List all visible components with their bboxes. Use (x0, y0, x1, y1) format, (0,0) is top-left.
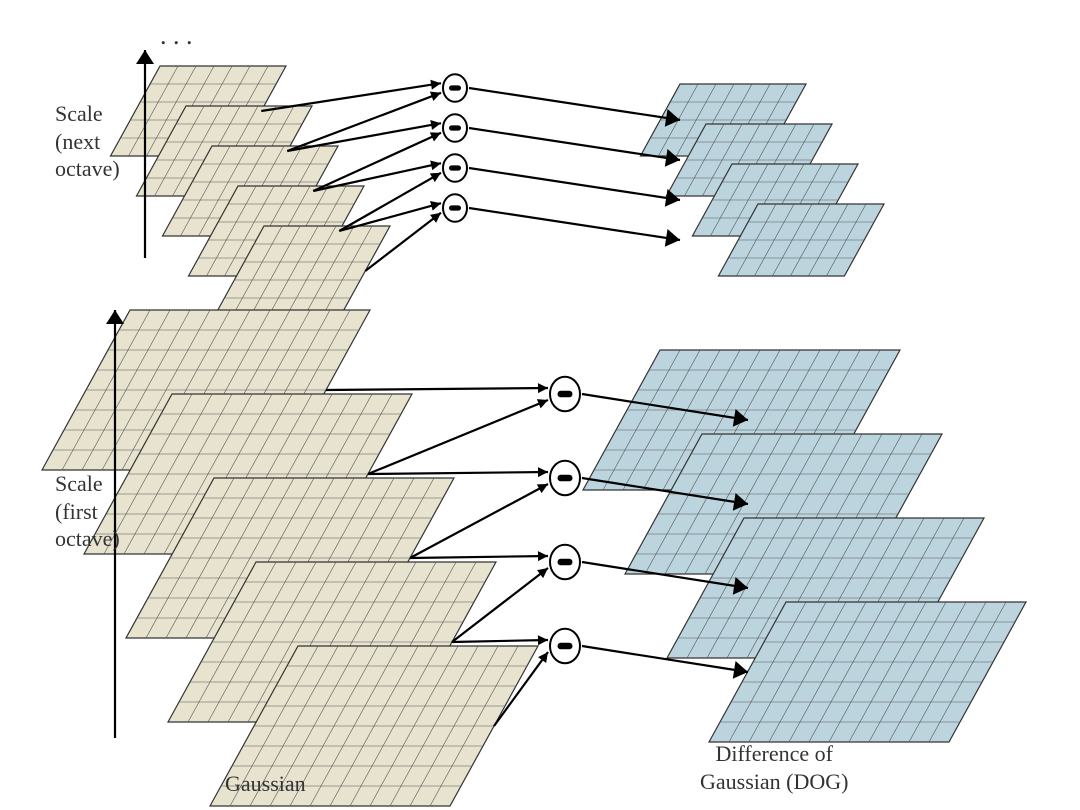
minus-icon (443, 74, 467, 102)
minus-icon (550, 377, 580, 412)
diagram-container: . . . Scale (next octave) Scale (first o… (0, 0, 1080, 810)
scale-next-label: Scale (next octave) (55, 100, 120, 183)
dog-label: Difference of Gaussian (DOG) (700, 740, 848, 795)
arrow (469, 168, 680, 207)
scale-first-label: Scale (first octave) (55, 470, 120, 553)
arrow (469, 208, 680, 247)
diagram-svg (0, 0, 1080, 810)
ellipsis-label: . . . (160, 20, 193, 53)
minus-icon (443, 194, 467, 222)
minus-icon (550, 461, 580, 496)
minus-icon (550, 629, 580, 664)
minus-icon (550, 545, 580, 580)
minus-icon (443, 154, 467, 182)
arrow (469, 88, 680, 127)
minus-icon (443, 114, 467, 142)
gaussian-label: Gaussian (225, 770, 306, 798)
